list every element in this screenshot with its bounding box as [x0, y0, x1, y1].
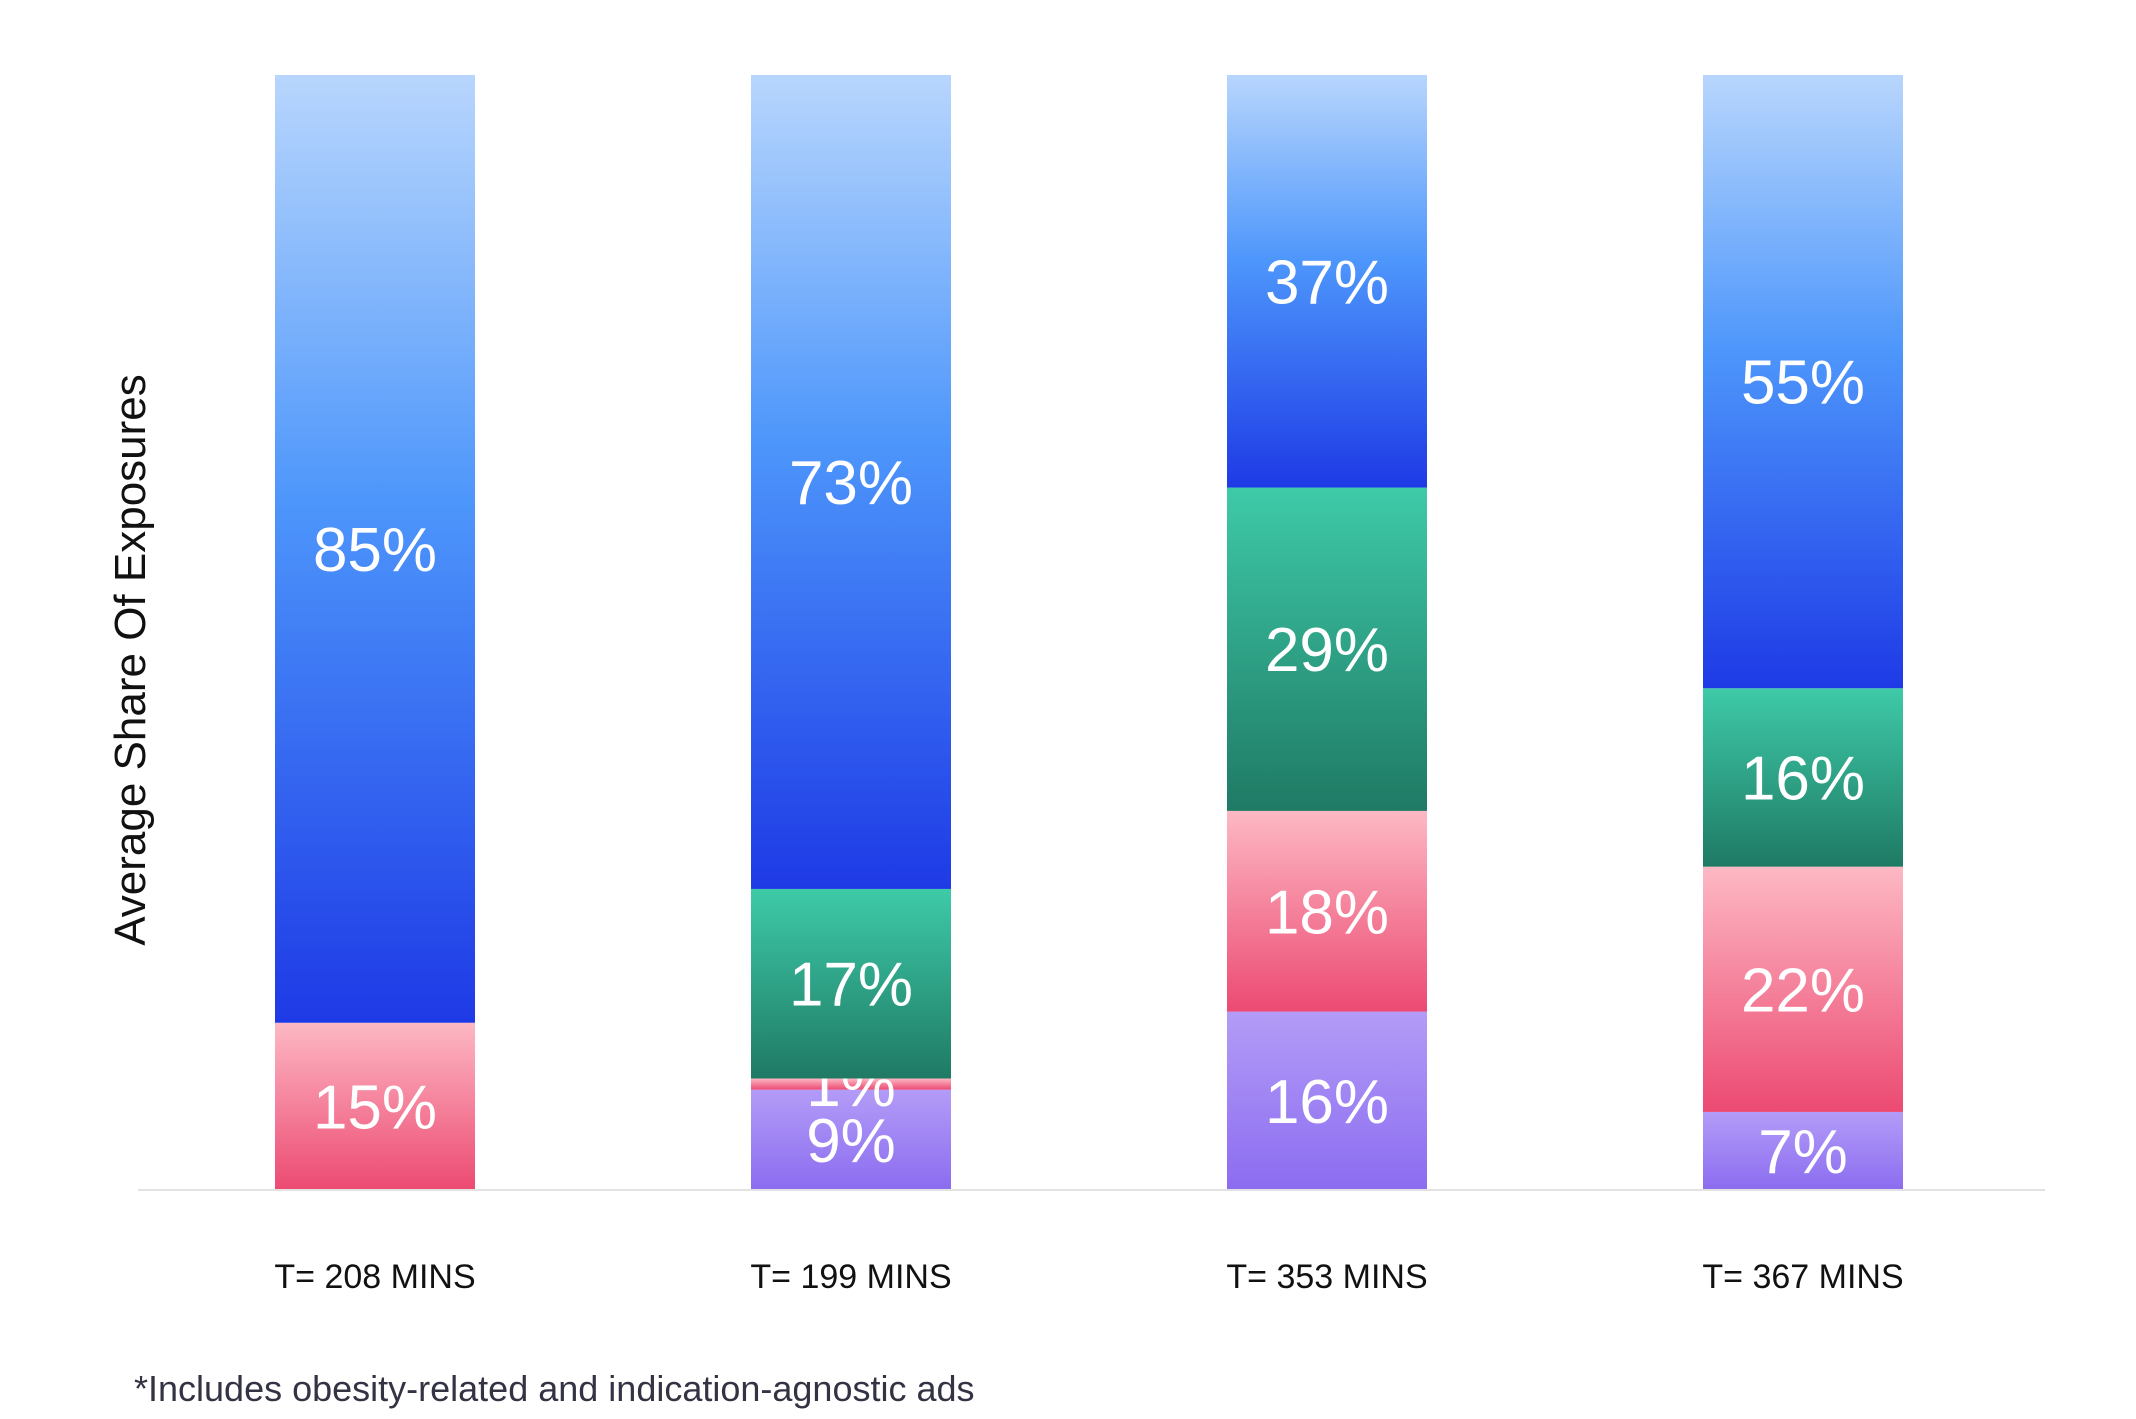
segment-value-label: 85%	[313, 516, 437, 585]
bar-segment	[1703, 75, 1903, 689]
segment-value-label: 29%	[1265, 616, 1389, 685]
segment-value-label: 7%	[1758, 1118, 1848, 1187]
bar-segment	[751, 75, 951, 889]
category-labels: T= 208 MINS T= 199 MINS T= 353 MINS T= 367 …	[274, 1258, 1903, 1296]
bar-segment	[1227, 487, 1427, 811]
bars-group: 15%85%9%1%17%73%16%18%29%37%7%22%16%55%	[275, 75, 1903, 1190]
segment-value-label: 73%	[789, 449, 913, 518]
footnote: *Includes obesity-related and indication…	[134, 1368, 975, 1409]
category-label: T= 208 MINS	[274, 1258, 475, 1296]
segment-value-label: 16%	[1741, 744, 1865, 813]
segment-value-label: 55%	[1741, 349, 1865, 418]
segment-value-label: 9%	[806, 1107, 896, 1176]
category-label: T= 353 MINS	[1226, 1258, 1427, 1296]
segment-value-label: 18%	[1265, 878, 1389, 947]
bar-segment	[1227, 75, 1427, 488]
segment-value-label: 37%	[1265, 248, 1389, 317]
bar-segment	[1703, 688, 1903, 867]
category-label: T= 367 MINS	[1702, 1258, 1903, 1296]
bar-segment	[1703, 866, 1903, 1112]
category-label: T= 199 MINS	[750, 1258, 951, 1296]
segment-value-label: 15%	[313, 1073, 437, 1142]
bar-segment	[1227, 810, 1427, 1012]
bar-segment	[1703, 1111, 1903, 1190]
bar-segment	[751, 888, 951, 1079]
bar-segment	[751, 1078, 951, 1090]
segment-value-label: 16%	[1265, 1068, 1389, 1137]
segment-value-label: 17%	[789, 951, 913, 1020]
bar-segment	[751, 1089, 951, 1190]
bar-segment	[275, 1022, 475, 1190]
bar-segment	[275, 75, 475, 1023]
bar-segment	[1227, 1011, 1427, 1190]
segment-value-label: 22%	[1741, 956, 1865, 1025]
y-axis-title: Average Share Of Exposures	[106, 374, 155, 946]
